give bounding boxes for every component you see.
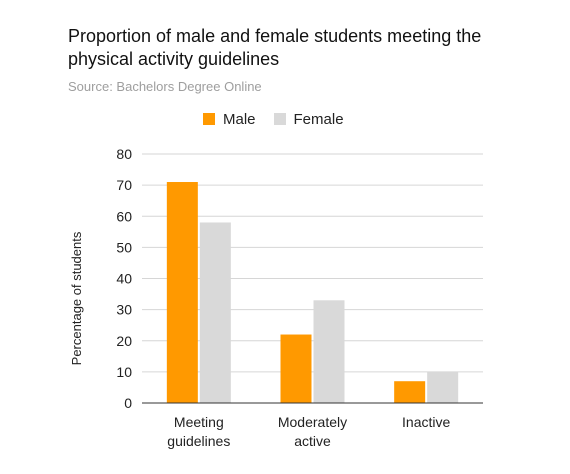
y-tick-label: 70 bbox=[116, 177, 132, 193]
x-tick-label: guidelines bbox=[167, 433, 230, 449]
legend-swatch-male bbox=[203, 113, 215, 125]
bar-male bbox=[394, 381, 426, 403]
y-tick-label: 60 bbox=[116, 208, 132, 224]
legend-item-male: Male bbox=[203, 111, 256, 128]
bar-male bbox=[166, 182, 198, 403]
y-tick-label: 80 bbox=[116, 146, 132, 162]
x-tick-label: Inactive bbox=[402, 414, 450, 430]
bar-female bbox=[427, 371, 459, 403]
x-tick-label: Meeting bbox=[174, 414, 224, 430]
legend-label-female: Female bbox=[293, 110, 344, 128]
chart-subtitle: Source: Bachelors Degree Online bbox=[68, 79, 262, 94]
y-tick-label: 30 bbox=[116, 302, 132, 318]
legend: Male Female bbox=[203, 110, 362, 128]
bar-male bbox=[280, 334, 312, 403]
y-tick-label: 10 bbox=[116, 364, 132, 380]
legend-item-female: Female bbox=[273, 110, 344, 128]
bar-female bbox=[313, 300, 345, 403]
bar-female bbox=[199, 222, 231, 403]
y-tick-label: 50 bbox=[116, 239, 132, 255]
chart-title: Proportion of male and female students m… bbox=[68, 26, 482, 69]
legend-swatch-female bbox=[273, 113, 286, 125]
x-tick-label: Moderately bbox=[278, 414, 347, 430]
y-tick-label: 20 bbox=[116, 333, 132, 349]
legend-label-male: Male bbox=[223, 110, 256, 128]
x-tick-label: active bbox=[294, 433, 331, 449]
y-tick-label: 40 bbox=[116, 271, 132, 287]
y-axis-title: Percentage of students bbox=[69, 231, 84, 365]
y-tick-label: 0 bbox=[124, 395, 132, 411]
